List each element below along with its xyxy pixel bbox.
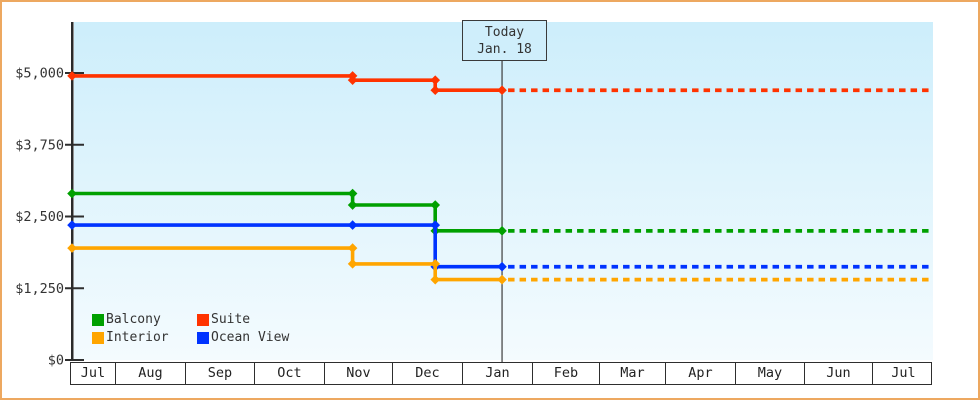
month-cell-feb-7: Feb [533, 363, 600, 384]
month-cell-nov-4: Nov [325, 363, 393, 384]
month-cell-mar-8: Mar [600, 363, 666, 384]
y-tick-label: $0 [48, 353, 64, 369]
suite-color-swatch [197, 313, 209, 326]
data-point [497, 226, 507, 236]
today-label: Today [484, 25, 525, 40]
y-tick-label: $2,500 [15, 209, 64, 225]
data-point [430, 200, 441, 210]
month-cell-oct-3: Oct [255, 363, 325, 384]
today-date: Jan. 18 [477, 42, 532, 57]
y-tick [65, 143, 84, 146]
data-point [497, 261, 507, 272]
data-point [347, 243, 358, 253]
balcony-color-swatch [92, 313, 104, 326]
y-tick [65, 287, 84, 290]
month-cell-jun-11: Jun [805, 363, 873, 384]
data-point [497, 85, 507, 96]
legend-label: Interior [106, 330, 169, 345]
series-suite [67, 71, 932, 96]
month-cell-jan-6: Jan [463, 363, 533, 384]
today-marker: Today Jan. 18 [462, 20, 547, 61]
legend-item-ocean-view: Ocean View [197, 330, 290, 345]
data-point [347, 220, 358, 230]
price-line [72, 246, 502, 282]
plot-background [74, 22, 933, 360]
data-point [67, 220, 77, 230]
data-point [347, 188, 358, 199]
legend-label: Suite [211, 312, 251, 327]
legend-label: Ocean View [211, 330, 290, 345]
data-point [430, 85, 441, 96]
data-point [347, 200, 358, 210]
data-point [430, 259, 441, 269]
y-tick-label: $1,250 [15, 281, 64, 297]
price-line [72, 191, 502, 233]
series-interior [67, 243, 932, 285]
month-cell-apr-9: Apr [666, 363, 736, 384]
legend-label: Balcony [106, 312, 161, 327]
interior-color-swatch [92, 331, 104, 344]
month-axis-table: Jul Aug Sep Oct Nov Dec Jan Feb Mar Apr May Jun Jul [70, 362, 932, 385]
series-balcony [67, 188, 932, 236]
legend-item-interior: Interior [92, 330, 197, 345]
y-tick [65, 215, 84, 218]
data-point [347, 75, 358, 85]
data-point [67, 71, 77, 81]
y-tick [65, 359, 84, 361]
data-point [430, 274, 441, 285]
data-point [430, 75, 441, 85]
month-cell-aug-1: Aug [116, 363, 186, 384]
price-line [72, 74, 502, 92]
y-tick-label: $3,750 [15, 137, 64, 153]
month-cell-may-10: May [736, 363, 805, 384]
data-point [497, 274, 507, 285]
month-cell-jul-12: Jul [891, 365, 916, 381]
y-tick-label: $5,000 [15, 66, 64, 82]
legend-item-balcony: Balcony [92, 312, 197, 327]
data-point [347, 259, 358, 269]
month-cell-sep-2: Sep [186, 363, 255, 384]
month-cell-dec-5: Dec [393, 363, 463, 384]
data-point [430, 220, 441, 230]
y-tick [65, 72, 84, 74]
ocean-view-color-swatch [197, 331, 209, 344]
legend-item-suite: Suite [197, 312, 289, 327]
legend: Balcony Suite Interior Ocean View [92, 312, 290, 345]
month-cell-jul-0: Jul [71, 363, 116, 384]
data-point [67, 188, 77, 199]
data-point [67, 243, 77, 253]
